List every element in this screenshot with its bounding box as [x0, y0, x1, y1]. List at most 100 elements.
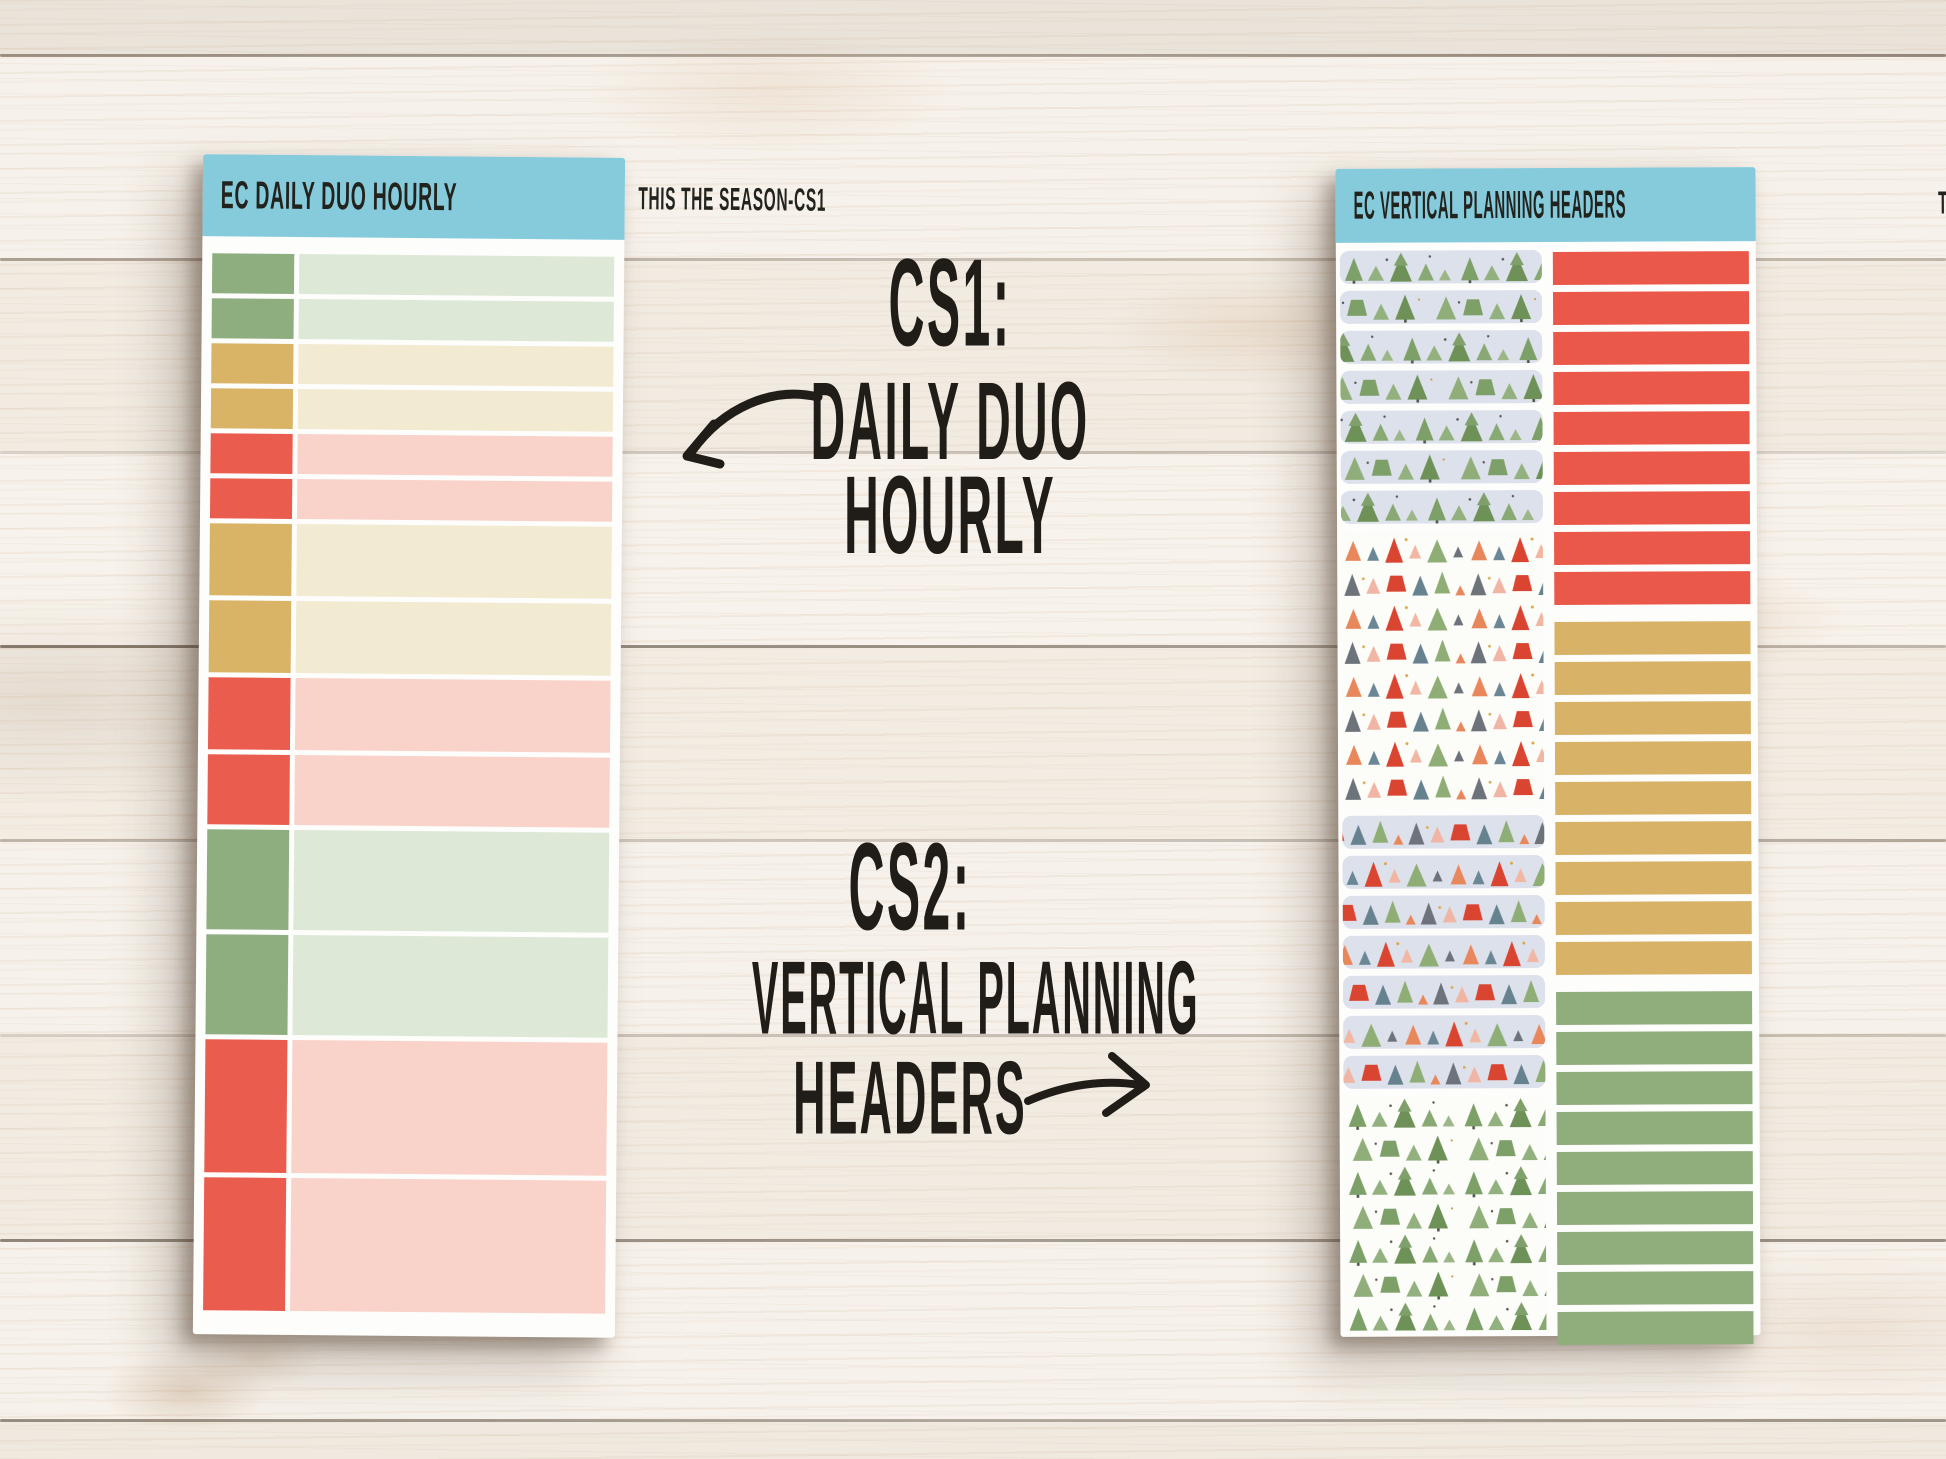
sticker-row-coral: [207, 754, 610, 828]
sticker-swatch-solid-gold: [208, 600, 292, 673]
header-strip-gold: [1555, 941, 1752, 975]
header-strip-coral: [1553, 451, 1750, 485]
sticker-swatch-light-gold: [295, 601, 612, 676]
christmas-tree-pattern: [1340, 410, 1543, 444]
sticker-swatch-solid-green: [211, 298, 294, 339]
sticker-swatch-light-coral: [294, 678, 611, 753]
pattern-strip-group-green-trees: [1339, 250, 1544, 524]
pattern-strip-green-trees: [1340, 330, 1543, 364]
header-strip-gold: [1555, 781, 1752, 815]
header-strip-gold: [1554, 701, 1751, 735]
christmas-tree-pattern: [1339, 250, 1542, 284]
sticker-row-green: [205, 934, 609, 1038]
christmas-tree-pattern: [1342, 855, 1545, 889]
christmas-tree-pattern: [1343, 1055, 1546, 1089]
sticker-swatch-light-gold: [298, 344, 614, 387]
sticker-row-gold: [211, 343, 614, 387]
header-strip-coral: [1553, 371, 1750, 405]
sticker-swatch-light-gold: [296, 524, 612, 599]
pattern-strip-green-trees: [1340, 410, 1543, 444]
christmas-tree-pattern: [1339, 290, 1543, 324]
christmas-tree-pattern: [1342, 975, 1546, 1009]
cs2-solid-strip-column: [1552, 251, 1754, 1345]
christmas-tree-pattern: [1342, 935, 1545, 969]
sticker-swatch-solid-gold: [209, 523, 292, 596]
sticker-swatch-light-coral: [297, 434, 613, 477]
header-strip-green: [1556, 1071, 1753, 1105]
sticker-row-coral: [209, 478, 613, 522]
pattern-strip-colorful-trees: [1342, 895, 1545, 929]
cs2-annotation-line1: VERTICAL PLANNING: [751, 939, 1200, 1057]
pattern-strip-green-trees: [1339, 290, 1543, 324]
christmas-tree-pattern: [1341, 531, 1545, 809]
cs1-sticker-rows: [203, 253, 615, 1314]
sticker-row-green: [206, 829, 610, 933]
sticker-swatch-solid-green: [206, 829, 290, 930]
header-strip-gold: [1555, 821, 1752, 855]
header-strip-green: [1556, 1191, 1754, 1225]
christmas-tree-pattern: [1342, 895, 1545, 929]
cs1-sheet-title: EC DAILY DUO HOURLY: [220, 172, 458, 219]
sticker-row-green: [211, 298, 614, 342]
sticker-row-green: [211, 253, 615, 297]
header-strip-green: [1556, 1111, 1753, 1145]
sticker-swatch-solid-coral: [207, 677, 291, 750]
christmas-tree-pattern: [1340, 330, 1543, 364]
cs2-sheet-title: EC VERTICAL PLANNING HEADERS: [1353, 182, 1627, 227]
sticker-row-coral: [210, 433, 613, 477]
pattern-strip-colorful-trees: [1343, 1015, 1546, 1049]
header-strip-green: [1557, 1271, 1754, 1305]
sticker-swatch-solid-green: [205, 934, 289, 1035]
plank-seam: [0, 1419, 1946, 1422]
header-strip-green: [1556, 1031, 1753, 1065]
sticker-swatch-light-green: [292, 934, 609, 1038]
sticker-swatch-solid-coral: [203, 1177, 287, 1311]
pattern-strip-colorful-trees: [1342, 855, 1545, 889]
cs2-sheet-code: THIS THE SEASON-CS2: [1937, 184, 1946, 221]
sticker-swatch-solid-coral: [210, 433, 293, 474]
cs1-sheet-code: THIS THE SEASON-CS1: [637, 180, 826, 219]
sticker-row-gold: [208, 600, 612, 676]
pattern-strip-colorful-trees: [1343, 1055, 1546, 1089]
sticker-swatch-light-coral: [291, 1039, 608, 1176]
header-strip-coral: [1554, 531, 1751, 565]
sticker-sheet-cs2: MHP EC VERTICAL PLANNING HEADERS THIS TH…: [1335, 167, 1946, 1345]
cs1-annotation-line2: HOURLY: [844, 453, 1056, 577]
pattern-block-green-trees: [1343, 1096, 1547, 1331]
header-strip-coral: [1553, 331, 1750, 365]
christmas-tree-pattern: [1343, 1096, 1547, 1331]
cs1-annotation-heading: CS1:: [888, 232, 1012, 373]
pattern-strip-green-trees: [1340, 450, 1543, 484]
header-strip-coral: [1552, 291, 1750, 325]
cs1-sheet-header: MHP EC DAILY DUO HOURLY THIS THE SEASON-…: [202, 154, 826, 240]
pattern-strip-green-trees: [1340, 490, 1544, 524]
sticker-swatch-light-green: [293, 830, 610, 933]
sticker-row-gold: [209, 523, 612, 599]
plank-seam: [0, 54, 1946, 57]
header-strip-green: [1557, 1311, 1754, 1345]
pattern-strip-green-trees: [1339, 250, 1542, 284]
sticker-swatch-solid-coral: [209, 478, 293, 519]
sticker-row-coral: [203, 1177, 607, 1314]
sticker-row-coral: [207, 677, 611, 753]
pattern-strip-colorful-trees: [1342, 935, 1545, 969]
sticker-swatch-light-gold: [297, 389, 614, 432]
sticker-swatch-light-coral: [290, 1177, 607, 1314]
header-strip-green: [1556, 1151, 1753, 1185]
cs1-annotation-line1: DAILY DUO: [810, 359, 1090, 483]
header-strip-gold: [1554, 621, 1751, 655]
cs2-annotation-heading: CS2:: [848, 816, 972, 957]
header-strip-coral: [1553, 491, 1751, 525]
header-strip-gold: [1555, 901, 1752, 935]
cs1-annotation: CS1: DAILY DUO HOURLY: [700, 240, 1200, 570]
header-strip-coral: [1554, 571, 1751, 605]
sticker-swatch-solid-gold: [211, 343, 294, 384]
christmas-tree-pattern: [1340, 450, 1543, 484]
cs2-annotation-line2: HEADERS: [793, 1039, 1027, 1157]
header-strip-gold: [1554, 661, 1751, 695]
pattern-block-colorful-trees: [1341, 531, 1545, 809]
cs2-annotation: CS2: VERTICAL PLANNING HEADERS: [655, 816, 1200, 1157]
christmas-tree-pattern: [1340, 370, 1543, 404]
cs2-patterned-column: [1339, 250, 1547, 1338]
